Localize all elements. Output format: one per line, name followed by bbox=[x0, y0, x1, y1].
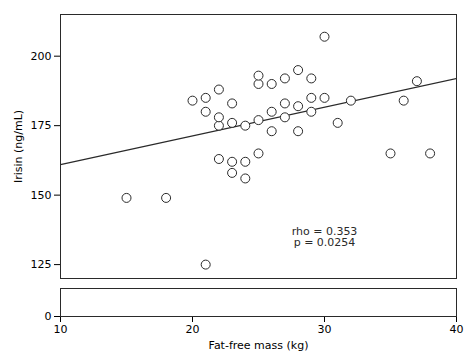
svg-text:Fat-free mass (kg): Fat-free mass (kg) bbox=[209, 339, 309, 352]
svg-text:150: 150 bbox=[31, 189, 52, 202]
svg-text:20: 20 bbox=[186, 323, 200, 336]
svg-text:30: 30 bbox=[318, 323, 332, 336]
svg-text:Irisin (ng/mL): Irisin (ng/mL) bbox=[12, 110, 25, 183]
svg-text:10: 10 bbox=[54, 323, 68, 336]
svg-text:40: 40 bbox=[450, 323, 464, 336]
svg-text:rho = 0.353p = 0.0254: rho = 0.353p = 0.0254 bbox=[292, 225, 358, 249]
svg-text:175: 175 bbox=[31, 119, 52, 132]
svg-text:125: 125 bbox=[31, 258, 52, 271]
svg-text:0: 0 bbox=[45, 310, 52, 323]
svg-text:200: 200 bbox=[31, 50, 52, 63]
